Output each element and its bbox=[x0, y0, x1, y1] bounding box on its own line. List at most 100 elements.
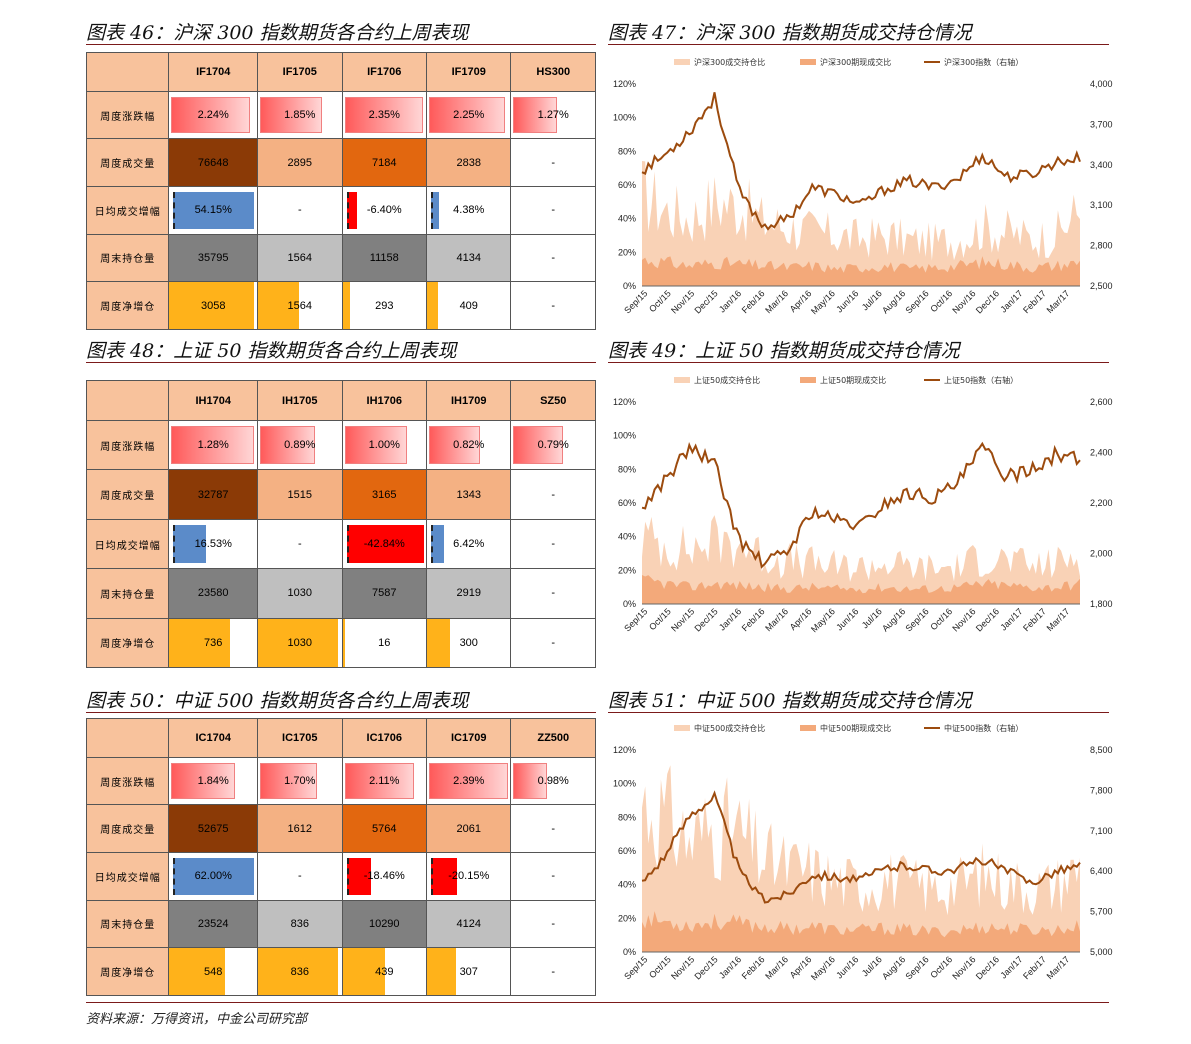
table-cell: 1564 bbox=[257, 233, 343, 283]
table-cell: 836 bbox=[257, 899, 343, 949]
table-row: 日均成交增幅 16.53% - -42.84% 6.42% - bbox=[85, 518, 596, 570]
y-right-tick-label: 2,200 bbox=[1090, 498, 1113, 508]
y-left-tick-label: 60% bbox=[618, 846, 636, 856]
legend-item: 沪深300成交持仓比 bbox=[674, 57, 765, 67]
table-cell: 2919 bbox=[425, 568, 512, 619]
y-left-tick-label: 80% bbox=[618, 146, 636, 156]
cell-value: - bbox=[551, 636, 556, 649]
cell-value: 836 bbox=[290, 917, 309, 930]
data-bar bbox=[260, 426, 316, 465]
futures-table-zz500: IC1704 IC1705 IC1706 IC1709 ZZ500 周度涨跌幅 1.84% 1… bbox=[85, 718, 596, 996]
data-bar bbox=[346, 858, 371, 895]
column-header: IF1709 bbox=[425, 52, 512, 92]
cell-value: 1564 bbox=[287, 299, 313, 312]
table-cell: 1.27% bbox=[510, 90, 596, 140]
cell-value: 2919 bbox=[456, 587, 481, 600]
cell-value: - bbox=[551, 965, 556, 978]
x-tick-label: Jan/16 bbox=[717, 954, 743, 980]
x-tick-label: Mar/16 bbox=[763, 954, 790, 981]
table-row: 周末持仓量 23580 1030 7587 2919 - bbox=[85, 568, 596, 619]
table-cell: 307 bbox=[425, 947, 512, 996]
x-tick-label: Nov/15 bbox=[669, 954, 696, 981]
cell-value: 35795 bbox=[197, 251, 229, 264]
y-right-tick-label: 7,100 bbox=[1090, 826, 1113, 836]
table-cell: - bbox=[510, 469, 596, 520]
title-rule bbox=[86, 44, 596, 45]
table-row: 周度涨跌幅 1.28% 0.89% 1.00% 0.82% 0.79% bbox=[85, 420, 596, 471]
y-left-tick-label: 100% bbox=[613, 431, 636, 441]
x-tick-label: May/16 bbox=[809, 288, 837, 316]
table-cell: - bbox=[510, 138, 596, 187]
cell-value: 7184 bbox=[372, 156, 397, 169]
x-tick-label: May/16 bbox=[809, 954, 837, 982]
x-tick-label: Jan/16 bbox=[717, 606, 743, 632]
x-tick-label: Sep/15 bbox=[622, 288, 649, 315]
title-rule bbox=[86, 362, 596, 363]
y-left-tick-label: 40% bbox=[618, 532, 636, 542]
y-left-tick-label: 120% bbox=[613, 397, 636, 407]
table-cell: 11158 bbox=[341, 233, 428, 283]
table-row: 周度净增仓 3058 1564 293 409 - bbox=[85, 281, 596, 330]
cell-value: 3058 bbox=[200, 299, 226, 312]
y-right-tick-label: 5,700 bbox=[1090, 907, 1113, 917]
legend-label: 上证50期现成交比 bbox=[820, 375, 886, 385]
x-tick-label: Oct/15 bbox=[647, 954, 673, 980]
cell-value: - bbox=[551, 917, 556, 930]
cell-value: 1.84% bbox=[197, 775, 229, 788]
column-header: IH1704 bbox=[168, 379, 259, 422]
cell-value: 62.00% bbox=[194, 870, 232, 883]
cell-value: 76648 bbox=[197, 156, 229, 169]
cell-value: - bbox=[551, 822, 556, 835]
cell-value: - bbox=[551, 251, 556, 264]
cell-value: 6.42% bbox=[453, 538, 485, 551]
x-tick-label: Nov/16 bbox=[950, 288, 977, 315]
cell-value: 3165 bbox=[372, 488, 397, 501]
area-series-futures-spot bbox=[642, 575, 1080, 604]
legend-swatch bbox=[674, 725, 690, 731]
legend-label: 上证50成交持仓比 bbox=[694, 375, 760, 385]
table-title-48: 图表 48：上证 50 指数期货各合约上周表现 bbox=[86, 340, 457, 362]
column-header: IF1705 bbox=[257, 52, 343, 92]
row-label: 周度净增仓 bbox=[85, 617, 170, 669]
x-tick-label: Jan/16 bbox=[717, 288, 743, 314]
table-cell: 4.38% bbox=[425, 186, 512, 235]
legend-label: 沪深300期现成交比 bbox=[820, 57, 891, 67]
y-left-tick-label: 80% bbox=[618, 812, 636, 822]
y-right-tick-label: 3,100 bbox=[1090, 200, 1113, 210]
table-cell: - bbox=[257, 186, 343, 235]
legend-label: 中证500期现成交比 bbox=[820, 723, 891, 733]
data-bar bbox=[427, 619, 451, 667]
y-right-tick-label: 3,400 bbox=[1090, 160, 1113, 170]
table-cell: 2895 bbox=[257, 138, 343, 187]
cell-value: 23580 bbox=[197, 587, 229, 600]
table-cell: 1343 bbox=[425, 469, 512, 520]
x-tick-label: Sep/15 bbox=[622, 954, 649, 981]
table-cell: 10290 bbox=[341, 899, 428, 949]
y-left-tick-label: 40% bbox=[618, 214, 636, 224]
table-row: 周度成交量 52675 1612 5764 2061 - bbox=[85, 804, 596, 853]
cell-value: - bbox=[551, 156, 556, 169]
title-rule bbox=[86, 712, 596, 713]
cell-value: 1030 bbox=[287, 587, 313, 600]
y-left-tick-label: 100% bbox=[613, 113, 636, 123]
y-right-tick-label: 7,800 bbox=[1090, 785, 1113, 795]
legend-label: 上证50指数（右轴） bbox=[944, 375, 1018, 385]
y-right-tick-label: 3,700 bbox=[1090, 119, 1113, 129]
table-cell: - bbox=[510, 852, 596, 901]
table-cell: 62.00% bbox=[168, 852, 259, 901]
column-header: IH1706 bbox=[341, 379, 428, 422]
data-bar bbox=[343, 619, 346, 667]
table-cell: 0.89% bbox=[257, 420, 343, 471]
x-tick-label: Feb/16 bbox=[740, 954, 767, 981]
x-tick-label: Sep/16 bbox=[904, 288, 931, 315]
table-cell: 3058 bbox=[168, 281, 259, 330]
table-row: 周度成交量 76648 2895 7184 2838 - bbox=[85, 138, 596, 187]
table-row: 周度成交量 32787 1515 3165 1343 - bbox=[85, 469, 596, 520]
futures-table-sz50: IH1704 IH1705 IH1706 IH1709 SZ50 周度涨跌幅 1.28% 0.… bbox=[85, 379, 596, 669]
row-label: 周末持仓量 bbox=[85, 899, 170, 949]
cell-value: -20.15% bbox=[448, 870, 490, 883]
y-left-tick-label: 100% bbox=[613, 779, 636, 789]
futures-table-hs300: IF1704 IF1705 IF1706 IF1709 HS300 周度涨跌幅 2.24% 1… bbox=[85, 52, 596, 330]
data-bar bbox=[344, 762, 415, 800]
legend-swatch bbox=[674, 59, 690, 65]
